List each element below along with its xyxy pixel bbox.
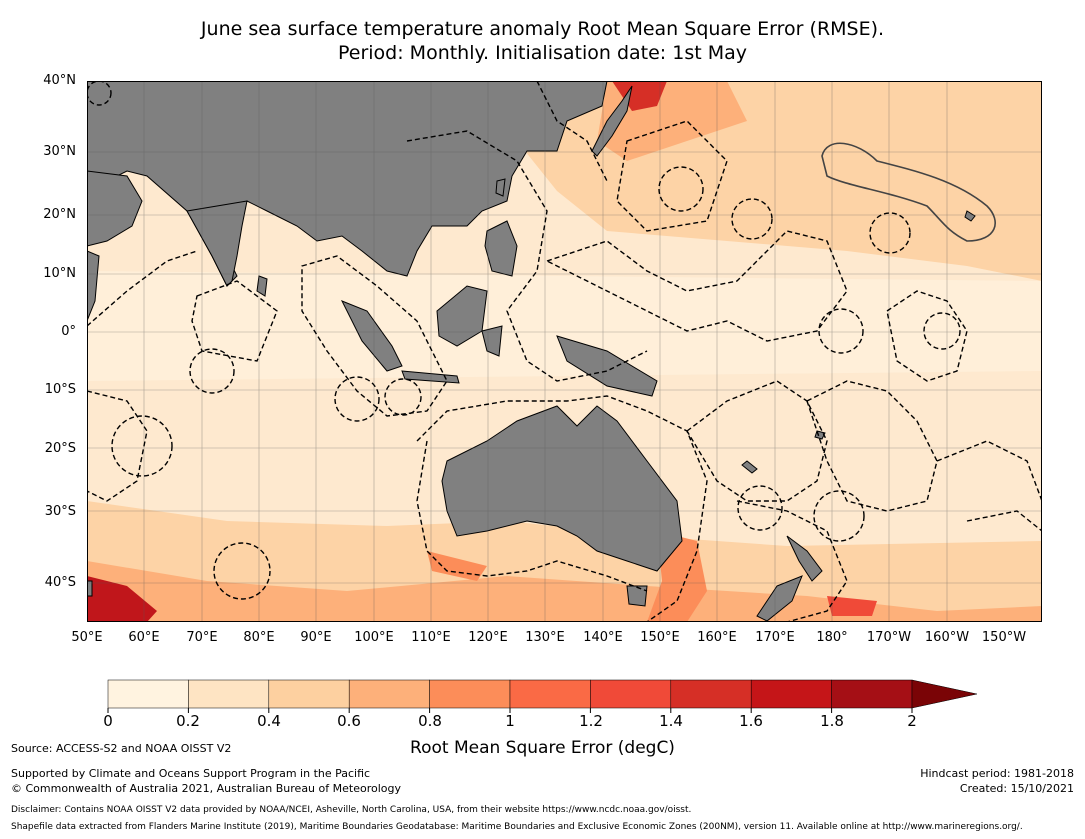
lat-label-10n: 10°N [43, 266, 76, 281]
lat-label-20n: 20°N [43, 207, 76, 222]
kuroshio-hotspot [612, 81, 667, 111]
cb-tick-0-4: 0.4 [257, 712, 281, 730]
lon-label-180: 180° [816, 630, 848, 645]
cb-tick-0-6: 0.6 [337, 712, 361, 730]
gridlines [87, 81, 1042, 622]
africa-east [87, 250, 100, 322]
new-zealand-south [756, 575, 803, 622]
lon-label-60e: 60°E [128, 630, 160, 645]
colorbar-segment [188, 679, 270, 709]
hawaii-eez-outline [821, 142, 996, 242]
lat-label-40n: 40°N [43, 73, 76, 88]
lon-label-90e: 90°E [300, 630, 332, 645]
lon-label-170e: 170°E [755, 630, 795, 645]
cb-tick-1-6: 1.6 [739, 712, 763, 730]
lon-label-110e: 110°E [411, 630, 451, 645]
cb-tick-1-2: 1.2 [579, 712, 603, 730]
source-note: Source: ACCESS-S2 and NOAA OISST V2 [11, 742, 232, 755]
colorbar-segment [348, 679, 430, 709]
rmse-map [87, 81, 1042, 622]
colorbar-segment [268, 679, 350, 709]
lon-label-100e: 100°E [354, 630, 394, 645]
colorbar-segment [670, 679, 752, 709]
land [87, 81, 976, 622]
shapefile-note: Shapefile data extracted from Flanders M… [11, 822, 1023, 832]
sulawesi [481, 325, 503, 357]
java [401, 370, 460, 384]
colorbar-label: Root Mean Square Error (degC) [410, 738, 675, 758]
madagascar-sw [87, 580, 93, 597]
philippines [484, 220, 518, 277]
lat-label-20s: 20°S [44, 441, 76, 456]
cb-tick-1-8: 1.8 [820, 712, 844, 730]
lon-label-160w: 160°W [924, 630, 970, 645]
colorbar-segment [509, 679, 591, 709]
cb-tick-0: 0 [103, 712, 113, 730]
colorbar [107, 679, 978, 713]
chart-subtitle: Period: Monthly. Initialisation date: 1s… [337, 42, 747, 64]
new-zealand-north [786, 535, 823, 582]
lon-label-130e: 130°E [525, 630, 565, 645]
lon-label-150w: 150°W [981, 630, 1027, 645]
cb-tick-2: 2 [907, 712, 917, 730]
eez-circles [87, 81, 961, 600]
lon-label-170w: 170°W [866, 630, 912, 645]
cb-tick-1-4: 1.4 [659, 712, 683, 730]
colorbar-extend-arrow [911, 679, 978, 709]
support-note: Supported by Climate and Oceans Support … [11, 767, 371, 780]
japan [591, 85, 633, 157]
lat-label-10s: 10°S [44, 382, 76, 397]
australia [441, 405, 683, 572]
colorbar-segment [750, 679, 832, 709]
sumatra [340, 300, 403, 372]
created-note: Created: 15/10/2021 [959, 782, 1074, 795]
colorbar-segment [107, 679, 189, 709]
disclaimer-note: Disclaimer: Contains NOAA OISST V2 data … [11, 805, 692, 815]
lon-label-120e: 120°E [468, 630, 508, 645]
sw-indian-hotspot [87, 576, 157, 622]
lon-label-50e: 50°E [71, 630, 103, 645]
colorbar-segment [590, 679, 672, 709]
taiwan [495, 178, 506, 197]
lon-label-70e: 70°E [186, 630, 218, 645]
cb-tick-1: 1 [505, 712, 515, 730]
cb-tick-0-8: 0.8 [418, 712, 442, 730]
new-caledonia [741, 460, 758, 474]
lat-label-40s: 40°S [44, 575, 76, 590]
lon-label-80e: 80°E [243, 630, 275, 645]
lat-label-30n: 30°N [43, 144, 76, 159]
eez-boundaries [87, 81, 1042, 622]
sri-lanka [256, 275, 268, 297]
tasmania [626, 585, 648, 607]
nz-hotspot [827, 596, 877, 616]
lat-label-0: 0° [61, 324, 76, 339]
leeuwin-warm [427, 551, 487, 581]
new-guinea [556, 335, 658, 397]
colorbar-segment [429, 679, 511, 709]
lon-label-140e: 140°E [583, 630, 623, 645]
southern-ocean-warm [87, 561, 1042, 622]
lon-label-160e: 160°E [697, 630, 737, 645]
hindcast-note: Hindcast period: 1981-2018 [920, 767, 1074, 780]
chart-title: June sea surface temperature anomaly Roo… [200, 18, 885, 40]
cb-tick-0-2: 0.2 [176, 712, 200, 730]
colorbar-segment [831, 679, 913, 709]
copyright-note: © Commonwealth of Australia 2021, Austra… [11, 782, 401, 795]
arabia-horn [87, 170, 143, 247]
equatorial-cool [87, 271, 1042, 381]
lat-label-30s: 30°S [44, 504, 76, 519]
lon-label-150e: 150°E [640, 630, 680, 645]
